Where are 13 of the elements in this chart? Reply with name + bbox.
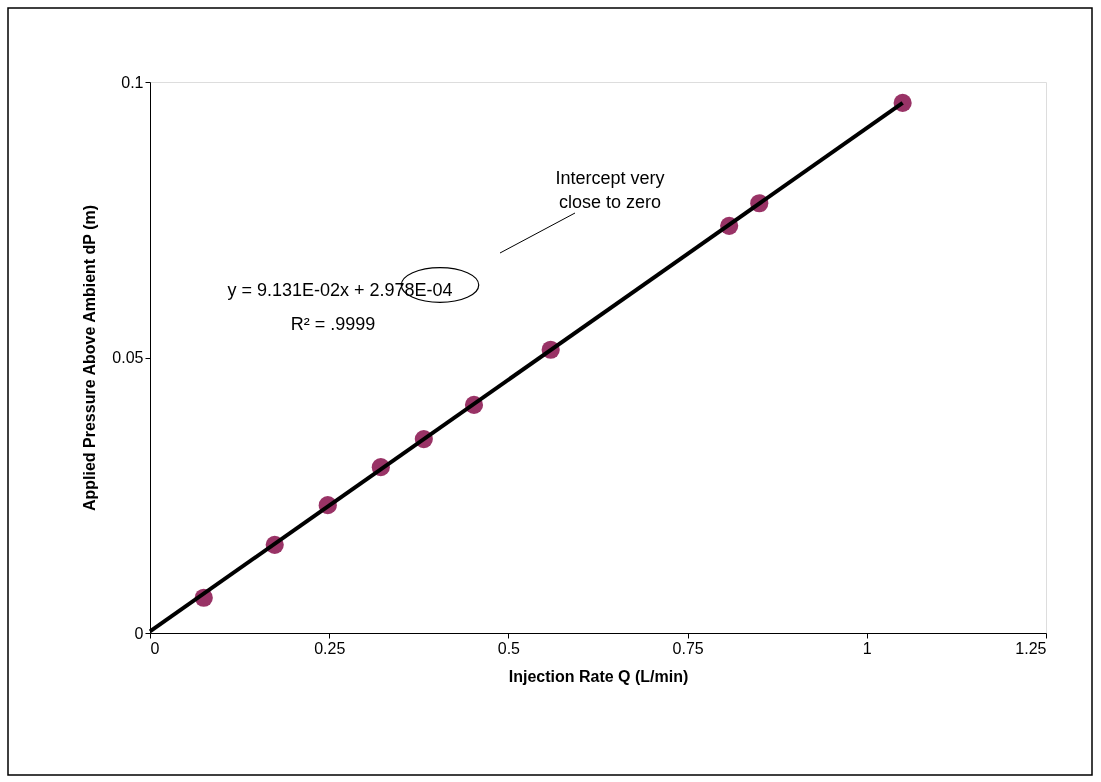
x-tick-label: 0.5 [497,639,521,657]
x-tick-label: 0.75 [672,639,704,657]
x-tick-label: 0 [150,639,160,657]
x-tick-label: 1 [862,639,872,657]
y-tick-label: 0.1 [121,73,144,91]
y-tick-label: 0.05 [112,349,144,366]
y-axis-title: Applied Pressure Above Ambient dP (m) [81,204,99,512]
x-tick-label: 1.25 [1015,639,1047,657]
annotation: R² = .9999 [290,314,376,334]
x-tick-label: 0.25 [314,639,346,657]
x-axis-title: Injection Rate Q (L/min) [508,667,689,685]
y-tick-label: 0 [134,624,144,642]
annotation: Intercept very close to zero [555,168,665,212]
